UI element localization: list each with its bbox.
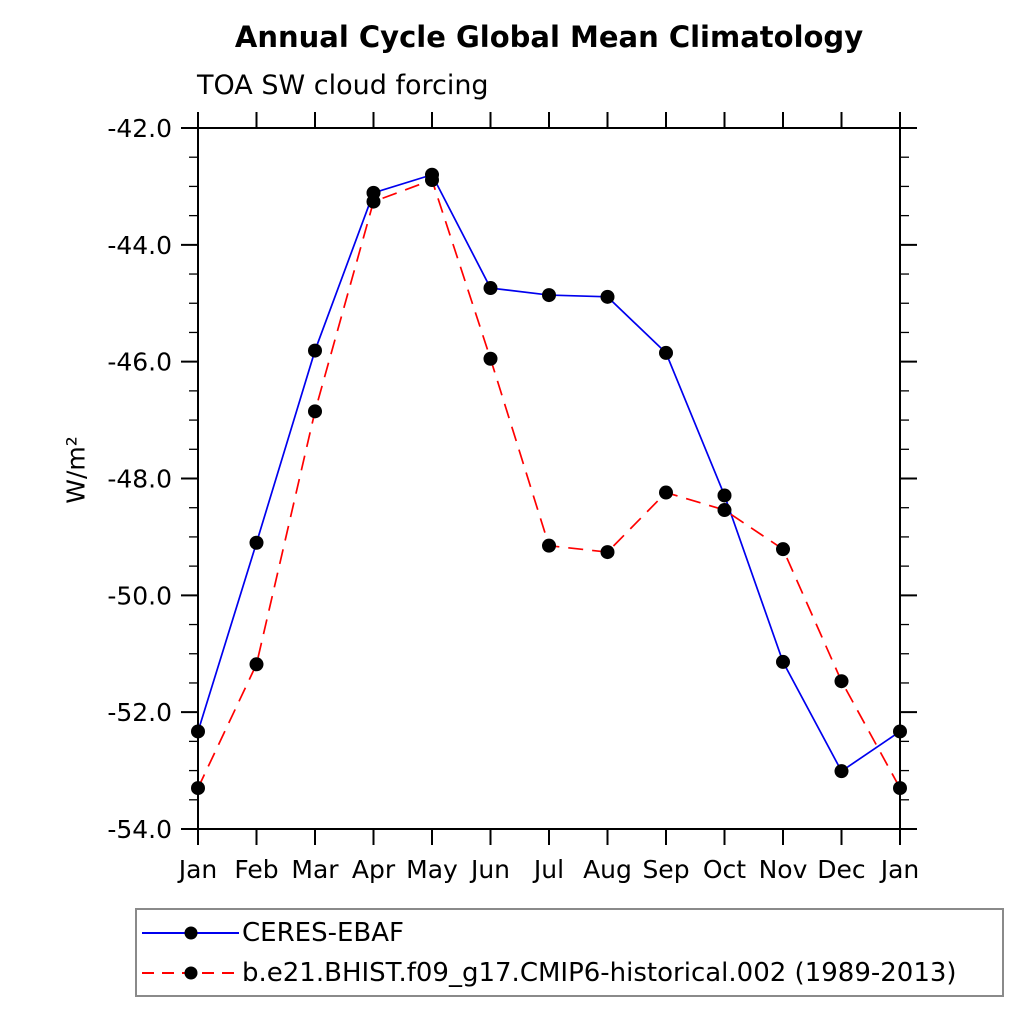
x-tick-label: Aug (583, 855, 632, 884)
data-point-marker (308, 343, 322, 358)
data-point-marker (191, 781, 205, 796)
data-point-marker (776, 654, 790, 669)
x-tick-label: Feb (234, 855, 278, 884)
x-tick-label: Jul (532, 855, 564, 884)
data-point-marker (191, 724, 205, 739)
x-tick-label: Jun (469, 855, 510, 884)
legend-sample-marker (184, 966, 198, 979)
y-tick-label: -46.0 (107, 348, 172, 377)
data-point-marker (893, 781, 907, 796)
data-point-marker (659, 345, 673, 360)
chart-title: Annual Cycle Global Mean Climatology (234, 20, 864, 54)
legend-label: b.e21.BHIST.f09_g17.CMIP6-historical.002… (242, 957, 957, 988)
legend-entry-cmip6-historical: b.e21.BHIST.f09_g17.CMIP6-historical.002… (139, 955, 1002, 991)
data-point-marker (776, 542, 790, 557)
data-point-marker (717, 488, 732, 503)
x-tick-label: Sep (642, 855, 689, 884)
legend-box: CERES-EBAF b.e21.BHIST.f09_g17.CMIP6-his… (135, 908, 1004, 997)
y-tick-label: -54.0 (107, 815, 172, 844)
data-point-marker (249, 657, 264, 672)
x-tick-label: Oct (703, 855, 746, 884)
data-point-marker (366, 194, 381, 209)
legend-sample-marker (184, 926, 198, 939)
data-point-marker (600, 545, 615, 560)
x-tick-label: May (406, 855, 458, 884)
data-point-marker (893, 724, 907, 739)
data-point-marker (425, 172, 439, 187)
data-point-marker (483, 281, 498, 296)
series-line-1 (197, 178, 901, 789)
y-tick-label: -48.0 (107, 465, 172, 494)
data-point-marker (542, 288, 556, 303)
data-point-marker (717, 503, 732, 518)
y-tick-label: -50.0 (107, 581, 172, 610)
chart-subtitle: TOA SW cloud forcing (197, 70, 489, 101)
data-point-marker (308, 404, 322, 419)
x-tick-label: Dec (817, 855, 865, 884)
legend-line-sample-solid (142, 926, 239, 939)
x-tick-label: Jan (879, 855, 920, 884)
data-point-marker (834, 764, 849, 779)
legend-entry-ceres-ebaf: CERES-EBAF (139, 915, 1002, 951)
data-point-marker (249, 535, 264, 550)
axes (181, 112, 917, 845)
x-tick-label: Mar (291, 855, 339, 884)
y-tick-label: -44.0 (107, 231, 172, 260)
x-tick-label: Apr (352, 855, 396, 884)
x-tick-label: Nov (759, 855, 808, 884)
data-point-marker (600, 289, 615, 304)
x-tick-label: Jan (177, 855, 218, 884)
y-tick-label: -42.0 (107, 114, 172, 143)
legend-label: CERES-EBAF (242, 917, 404, 948)
data-point-marker (483, 351, 498, 366)
y-tick-label: -52.0 (107, 698, 172, 727)
legend-line-sample-dashed (142, 966, 239, 979)
data-point-marker (834, 674, 849, 689)
data-point-marker (659, 485, 673, 500)
series-line-0 (197, 173, 901, 773)
data-point-marker (542, 538, 556, 553)
